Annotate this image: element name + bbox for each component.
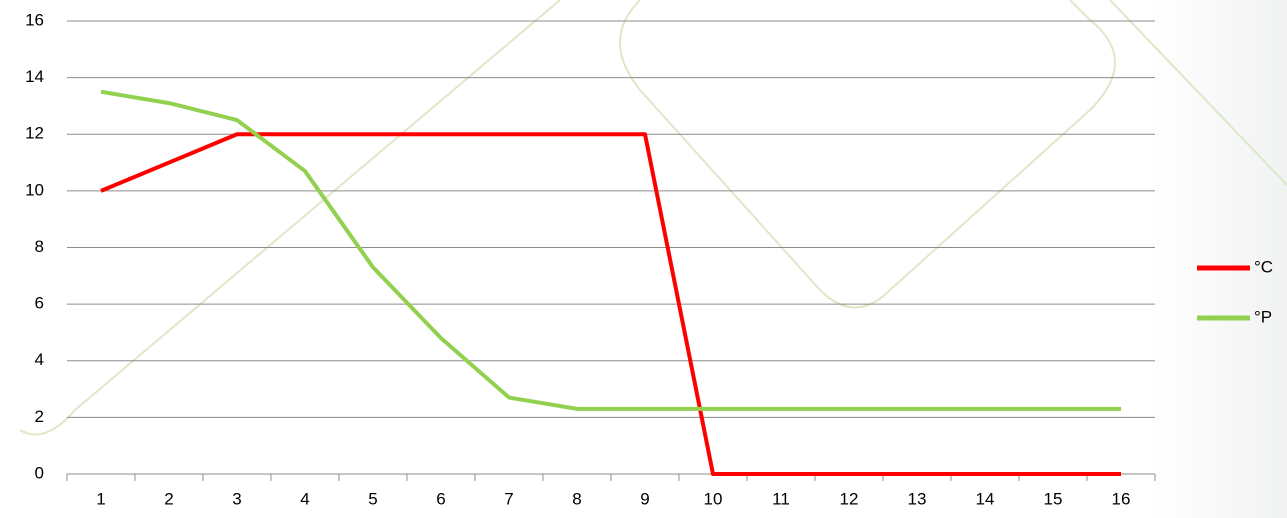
- series-line: [100, 132, 1121, 476]
- series-line: [100, 89, 1121, 411]
- y-tick-label: 12: [25, 124, 44, 143]
- y-tick-label: 2: [35, 407, 44, 426]
- x-tick-label: 3: [232, 489, 241, 508]
- legend-label: °P: [1254, 307, 1272, 326]
- x-tick-label: 5: [368, 489, 377, 508]
- y-tick-label: 0: [35, 463, 44, 482]
- x-tick-label: 7: [504, 489, 513, 508]
- legend-label: °C: [1254, 257, 1273, 276]
- deco-shape: [619, 0, 1116, 309]
- x-tick-label: 16: [1112, 489, 1131, 508]
- y-tick-label: 16: [25, 10, 44, 29]
- decoration: [19, 0, 1287, 436]
- x-tick-label: 9: [640, 489, 649, 508]
- x-tick-label: 15: [1044, 489, 1063, 508]
- y-tick-label: 14: [25, 67, 44, 86]
- x-tick-label: 1: [96, 489, 105, 508]
- x-tick-label: 6: [436, 489, 445, 508]
- y-tick-label: 4: [35, 350, 44, 369]
- x-tick-label: 12: [840, 489, 859, 508]
- x-tick-label: 10: [704, 489, 723, 508]
- y-tick-label: 8: [35, 237, 44, 256]
- y-tick-label: 6: [35, 294, 44, 313]
- x-tick-label: 2: [164, 489, 173, 508]
- x-tick-label: 4: [300, 489, 309, 508]
- deco-line: [19, 0, 561, 436]
- x-tick-label: 14: [976, 489, 995, 508]
- background-panel: [1150, 0, 1287, 518]
- x-tick-label: 13: [908, 489, 927, 508]
- deco-line: [1109, 0, 1287, 186]
- x-tick-label: 8: [572, 489, 581, 508]
- x-tick-label: 11: [772, 489, 790, 508]
- y-tick-label: 10: [25, 180, 44, 199]
